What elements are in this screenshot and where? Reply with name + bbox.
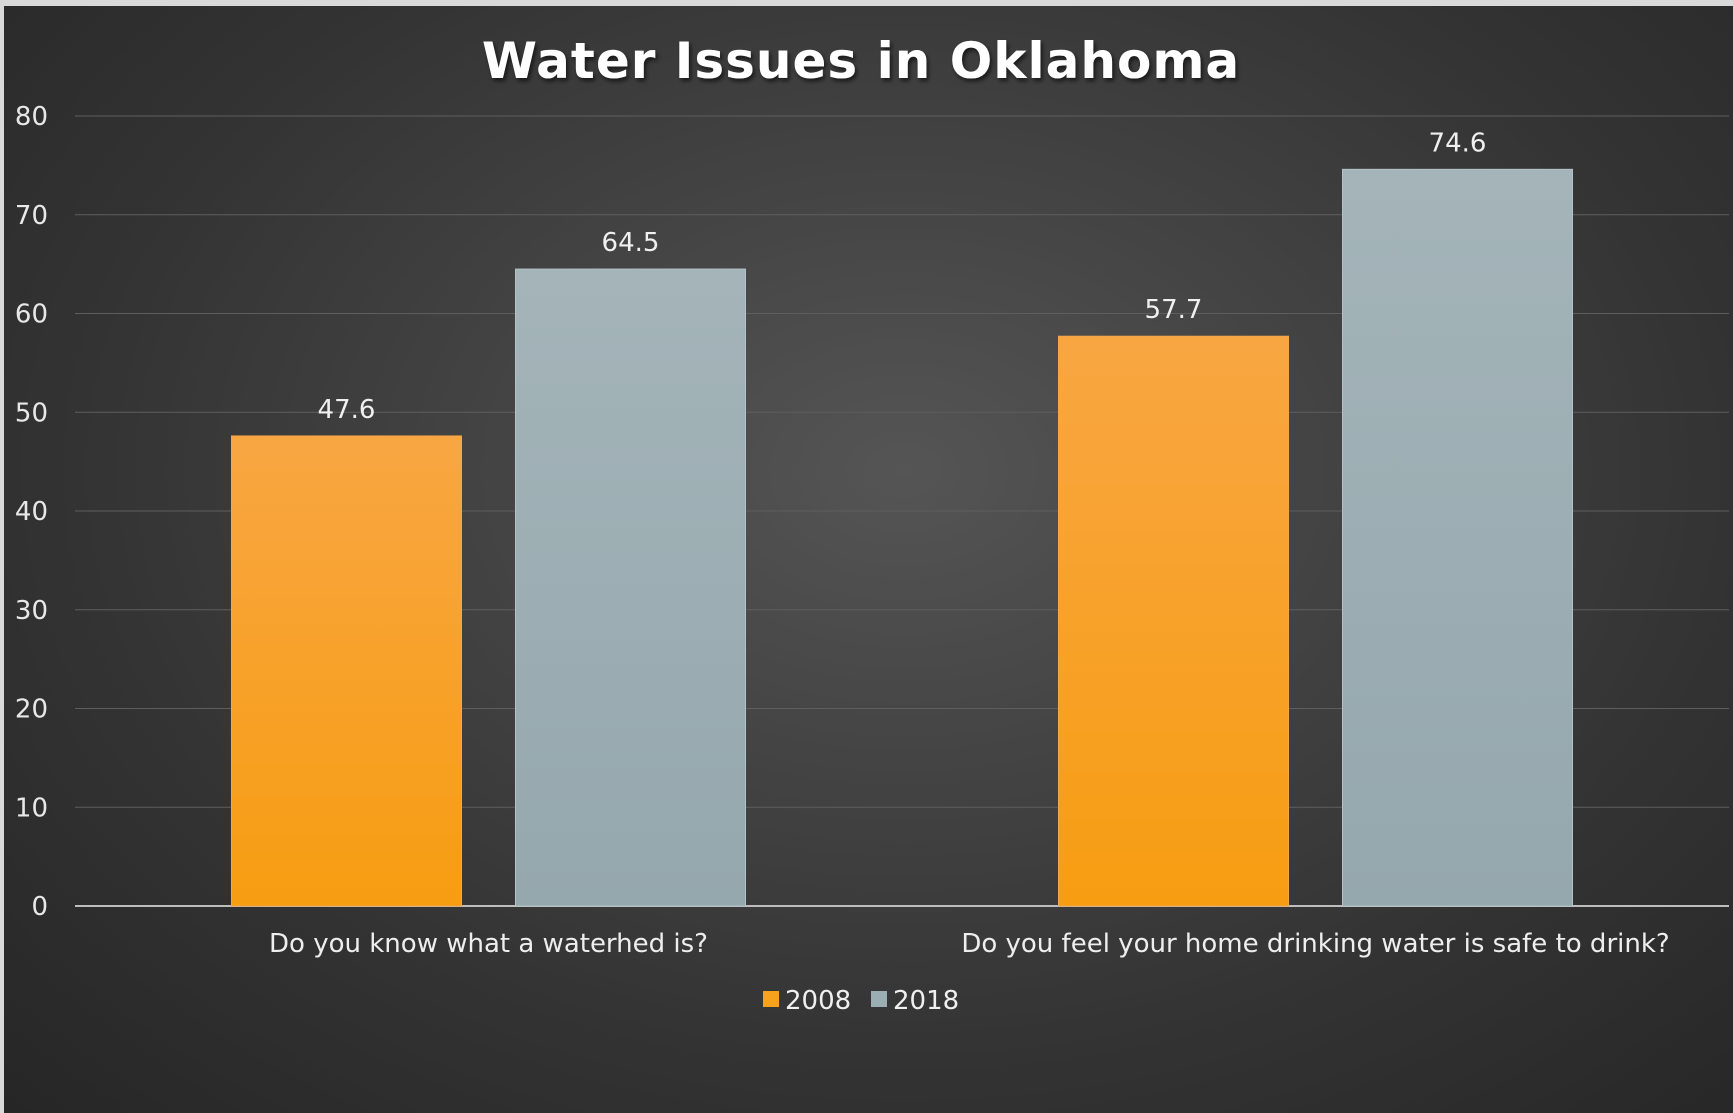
y-tick-label: 70 xyxy=(15,201,48,231)
bar-2008-2 xyxy=(1058,335,1289,907)
legend: 2008 2018 xyxy=(763,986,959,1016)
y-tick-label: 80 xyxy=(15,102,48,132)
data-label: 74.6 xyxy=(1429,128,1487,158)
x-axis-categories: Do you know what a waterhed is? Do you fe… xyxy=(269,929,1670,959)
bar-chart: Water Issues in Oklahoma 0 10 20 30 40 50 60 70… xyxy=(15,32,1729,1016)
y-tick-label: 50 xyxy=(15,398,48,428)
data-label: 64.5 xyxy=(602,228,660,258)
bar-2018-1 xyxy=(515,268,746,907)
legend-label: 2008 xyxy=(785,986,851,1016)
bar-2008-1 xyxy=(231,435,462,907)
x-category-label: Do you know what a waterhed is? xyxy=(269,929,708,959)
data-label: 57.7 xyxy=(1145,295,1203,325)
data-labels: 47.6 64.5 57.7 74.6 xyxy=(318,128,1487,425)
y-tick-label: 30 xyxy=(15,596,48,626)
y-tick-label: 40 xyxy=(15,497,48,527)
legend-label: 2018 xyxy=(893,986,959,1016)
y-tick-label: 60 xyxy=(15,300,48,330)
x-category-label: Do you feel your home drinking water is … xyxy=(961,929,1669,959)
legend-swatch-2008 xyxy=(763,991,779,1007)
y-tick-label: 20 xyxy=(15,695,48,725)
chart-area: Water Issues in Oklahoma 0 10 20 30 40 50 60 70… xyxy=(4,6,1733,1113)
y-axis-ticks: 0 10 20 30 40 50 60 70 80 xyxy=(15,102,48,922)
bars xyxy=(231,168,1573,907)
legend-swatch-2018 xyxy=(871,991,887,1007)
data-label: 47.6 xyxy=(318,395,376,425)
y-tick-label: 0 xyxy=(31,892,48,922)
chart-title: Water Issues in Oklahoma xyxy=(482,32,1240,90)
bar-2018-2 xyxy=(1342,168,1573,907)
y-tick-label: 10 xyxy=(15,793,48,823)
